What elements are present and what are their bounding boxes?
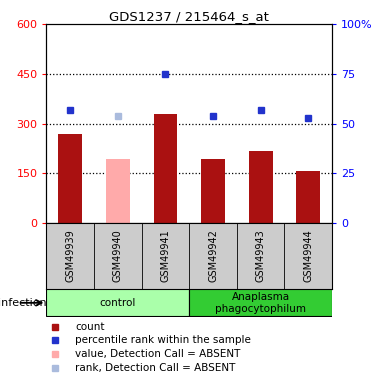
Bar <box>296 171 320 223</box>
Text: GSM49942: GSM49942 <box>208 230 218 282</box>
Text: rank, Detection Call = ABSENT: rank, Detection Call = ABSENT <box>75 363 235 373</box>
Text: GSM49940: GSM49940 <box>113 230 123 282</box>
Text: infection: infection <box>0 298 46 308</box>
Text: GSM49944: GSM49944 <box>303 230 313 282</box>
Bar <box>249 151 273 223</box>
Text: control: control <box>99 298 136 308</box>
Title: GDS1237 / 215464_s_at: GDS1237 / 215464_s_at <box>109 10 269 23</box>
Bar <box>154 114 177 223</box>
Bar <box>201 159 225 223</box>
Bar <box>46 290 189 316</box>
Text: GSM49943: GSM49943 <box>256 230 266 282</box>
Bar <box>58 134 82 223</box>
Text: GSM49941: GSM49941 <box>160 230 170 282</box>
Text: count: count <box>75 322 105 332</box>
Text: GSM49939: GSM49939 <box>65 230 75 282</box>
Bar <box>189 290 332 316</box>
Text: value, Detection Call = ABSENT: value, Detection Call = ABSENT <box>75 349 240 359</box>
Bar <box>106 159 130 223</box>
Text: Anaplasma
phagocytophilum: Anaplasma phagocytophilum <box>215 292 306 314</box>
Text: percentile rank within the sample: percentile rank within the sample <box>75 335 251 345</box>
